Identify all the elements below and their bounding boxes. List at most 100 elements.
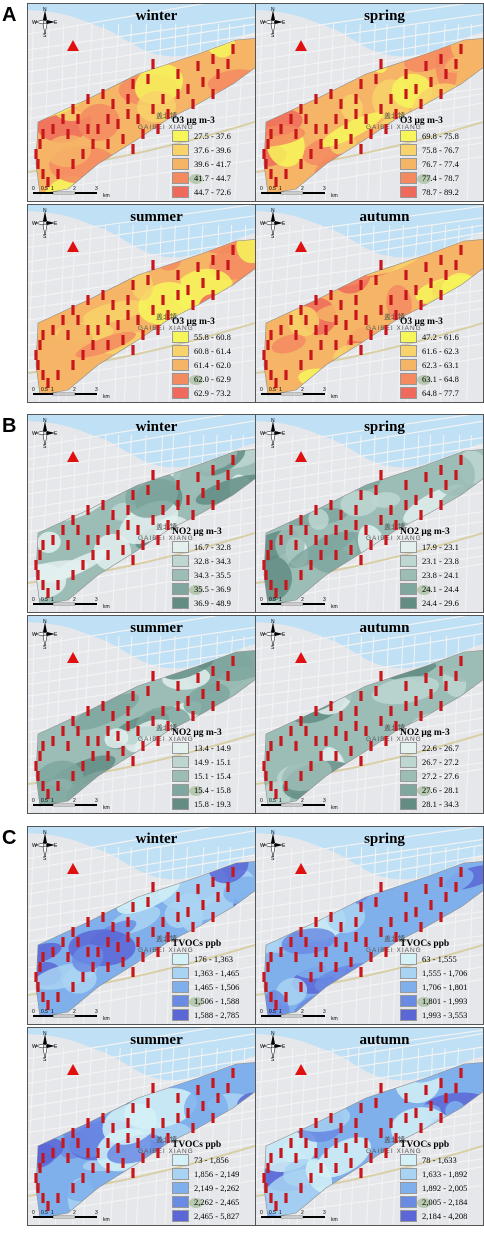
monitoring-site-marker <box>46 378 50 388</box>
compass-n: N <box>271 418 275 424</box>
monitoring-site-marker <box>131 1103 135 1113</box>
road <box>28 446 255 483</box>
monitoring-site-marker <box>111 922 115 932</box>
road <box>28 4 205 35</box>
legend-swatch <box>172 144 189 156</box>
monitoring-site-marker <box>384 1148 388 1158</box>
legend-swatch <box>172 373 189 385</box>
scale-bar: 0 0.5 1 2 3 km <box>259 796 369 810</box>
monitoring-site-marker <box>264 360 268 370</box>
legend-swatch <box>400 569 417 581</box>
factory-marker-icon <box>295 863 307 874</box>
monitoring-site-marker <box>101 1113 105 1123</box>
monitoring-site-marker <box>41 370 45 380</box>
monitoring-site-marker <box>266 1163 270 1173</box>
monitoring-site-marker <box>196 884 200 894</box>
legend-swatch <box>400 770 417 782</box>
legend-class-label: 32.8 - 34.3 <box>194 556 231 566</box>
scale-tick-label: 2 <box>73 186 76 192</box>
legend-swatch <box>172 756 189 768</box>
monitoring-site-marker <box>304 114 308 124</box>
monitoring-site-marker <box>81 149 85 159</box>
monitoring-site-marker <box>41 992 45 1002</box>
monitoring-site-marker <box>404 701 408 711</box>
monitoring-site-marker <box>71 927 75 937</box>
legend-class-label: 76.7 - 77.4 <box>422 159 459 169</box>
monitoring-site-marker <box>191 1123 195 1133</box>
map-panel-no2-autumn: 盖北镇GAIBEI XIANG N S W E autumn NO2 μg m-3… <box>255 615 484 814</box>
monitoring-site-marker <box>126 932 130 942</box>
monitoring-site-marker <box>274 588 278 598</box>
legend-class-label: 27.5 - 37.6 <box>194 131 231 141</box>
road <box>256 616 468 650</box>
monitoring-site-marker <box>216 480 220 490</box>
water-body <box>256 415 483 468</box>
monitoring-site-marker <box>86 295 90 305</box>
compass-e: E <box>282 221 286 227</box>
monitoring-site-marker <box>216 69 220 79</box>
monitoring-site-marker <box>444 1093 448 1103</box>
monitoring-site-marker <box>38 139 42 149</box>
monitoring-site-marker <box>444 480 448 490</box>
monitoring-site-marker <box>354 505 358 515</box>
monitoring-site-marker <box>284 1193 288 1203</box>
monitoring-site-marker <box>51 736 55 746</box>
district-name: GAIBEI XIANG <box>138 736 194 743</box>
map-panel-no2-winter: 盖北镇GAIBEI XIANG N S W E winter NO2 μg m-3… <box>27 414 256 613</box>
compass-s: S <box>271 33 275 37</box>
monitoring-site-marker <box>314 535 318 545</box>
monitoring-site-marker <box>56 1193 60 1203</box>
legend: TVOCs ppb 176 - 1,363 1,363 - 1,465 1,465 -… <box>172 939 239 1022</box>
scale-bar: 0 0.5 1 2 3 km <box>31 184 141 198</box>
monitoring-site-marker <box>329 701 333 711</box>
monitoring-site-marker <box>369 540 373 550</box>
monitoring-site-marker <box>354 706 358 716</box>
monitoring-site-marker <box>359 691 363 701</box>
legend-class-label: 78.7 - 89.2 <box>422 187 459 197</box>
monitoring-site-marker <box>309 560 313 570</box>
district-name: GAIBEI XIANG <box>366 535 422 542</box>
monitoring-site-marker <box>81 972 85 982</box>
legend-class-label: 23.8 - 24.1 <box>422 570 459 580</box>
monitoring-site-marker <box>274 177 278 187</box>
road <box>256 217 483 251</box>
section-label-c: C <box>2 827 17 849</box>
monitoring-site-marker <box>86 1148 90 1158</box>
monitoring-site-marker <box>429 77 433 87</box>
monitoring-site-marker <box>111 1123 115 1133</box>
monitoring-site-marker <box>51 124 55 134</box>
scale-unit: km <box>103 1217 110 1222</box>
north-arrow-icon: N S W E <box>260 1031 286 1061</box>
monitoring-site-marker <box>379 1083 383 1093</box>
monitoring-site-marker <box>61 1138 65 1148</box>
legend-swatch <box>172 1182 189 1194</box>
contour-zone <box>340 490 379 517</box>
monitoring-site-marker <box>56 580 60 590</box>
monitoring-site-marker <box>231 455 235 465</box>
district-boundary <box>263 650 483 807</box>
legend-swatch <box>172 1196 189 1208</box>
legend-class-label: 37.6 - 39.6 <box>194 145 231 155</box>
scale-tick-label: 3 <box>323 798 326 804</box>
monitoring-site-marker <box>196 262 200 272</box>
monitoring-site-marker <box>126 917 130 927</box>
monitoring-site-marker <box>38 1163 42 1173</box>
contour-zone <box>236 239 255 264</box>
monitoring-site-marker <box>429 278 433 288</box>
monitoring-site-marker <box>156 736 160 746</box>
legend-swatch <box>400 1210 417 1222</box>
monitoring-site-marker <box>459 245 463 255</box>
monitoring-site-marker <box>41 781 45 791</box>
monitoring-site-marker <box>269 370 273 380</box>
legend: TVOCs ppb 73 - 1,856 1,856 - 2,149 2,149 - … <box>172 1140 239 1223</box>
monitoring-site-marker <box>211 255 215 265</box>
road <box>28 33 255 73</box>
monitoring-site-marker <box>329 89 333 99</box>
legend-entry: 34.3 - 35.5 <box>172 568 231 582</box>
monitoring-site-marker <box>121 1158 125 1168</box>
contour-zone <box>305 1158 333 1194</box>
monitoring-site-marker <box>156 325 160 335</box>
monitoring-site-marker <box>294 129 298 139</box>
district-name: GAIBEI XIANG <box>138 947 194 954</box>
